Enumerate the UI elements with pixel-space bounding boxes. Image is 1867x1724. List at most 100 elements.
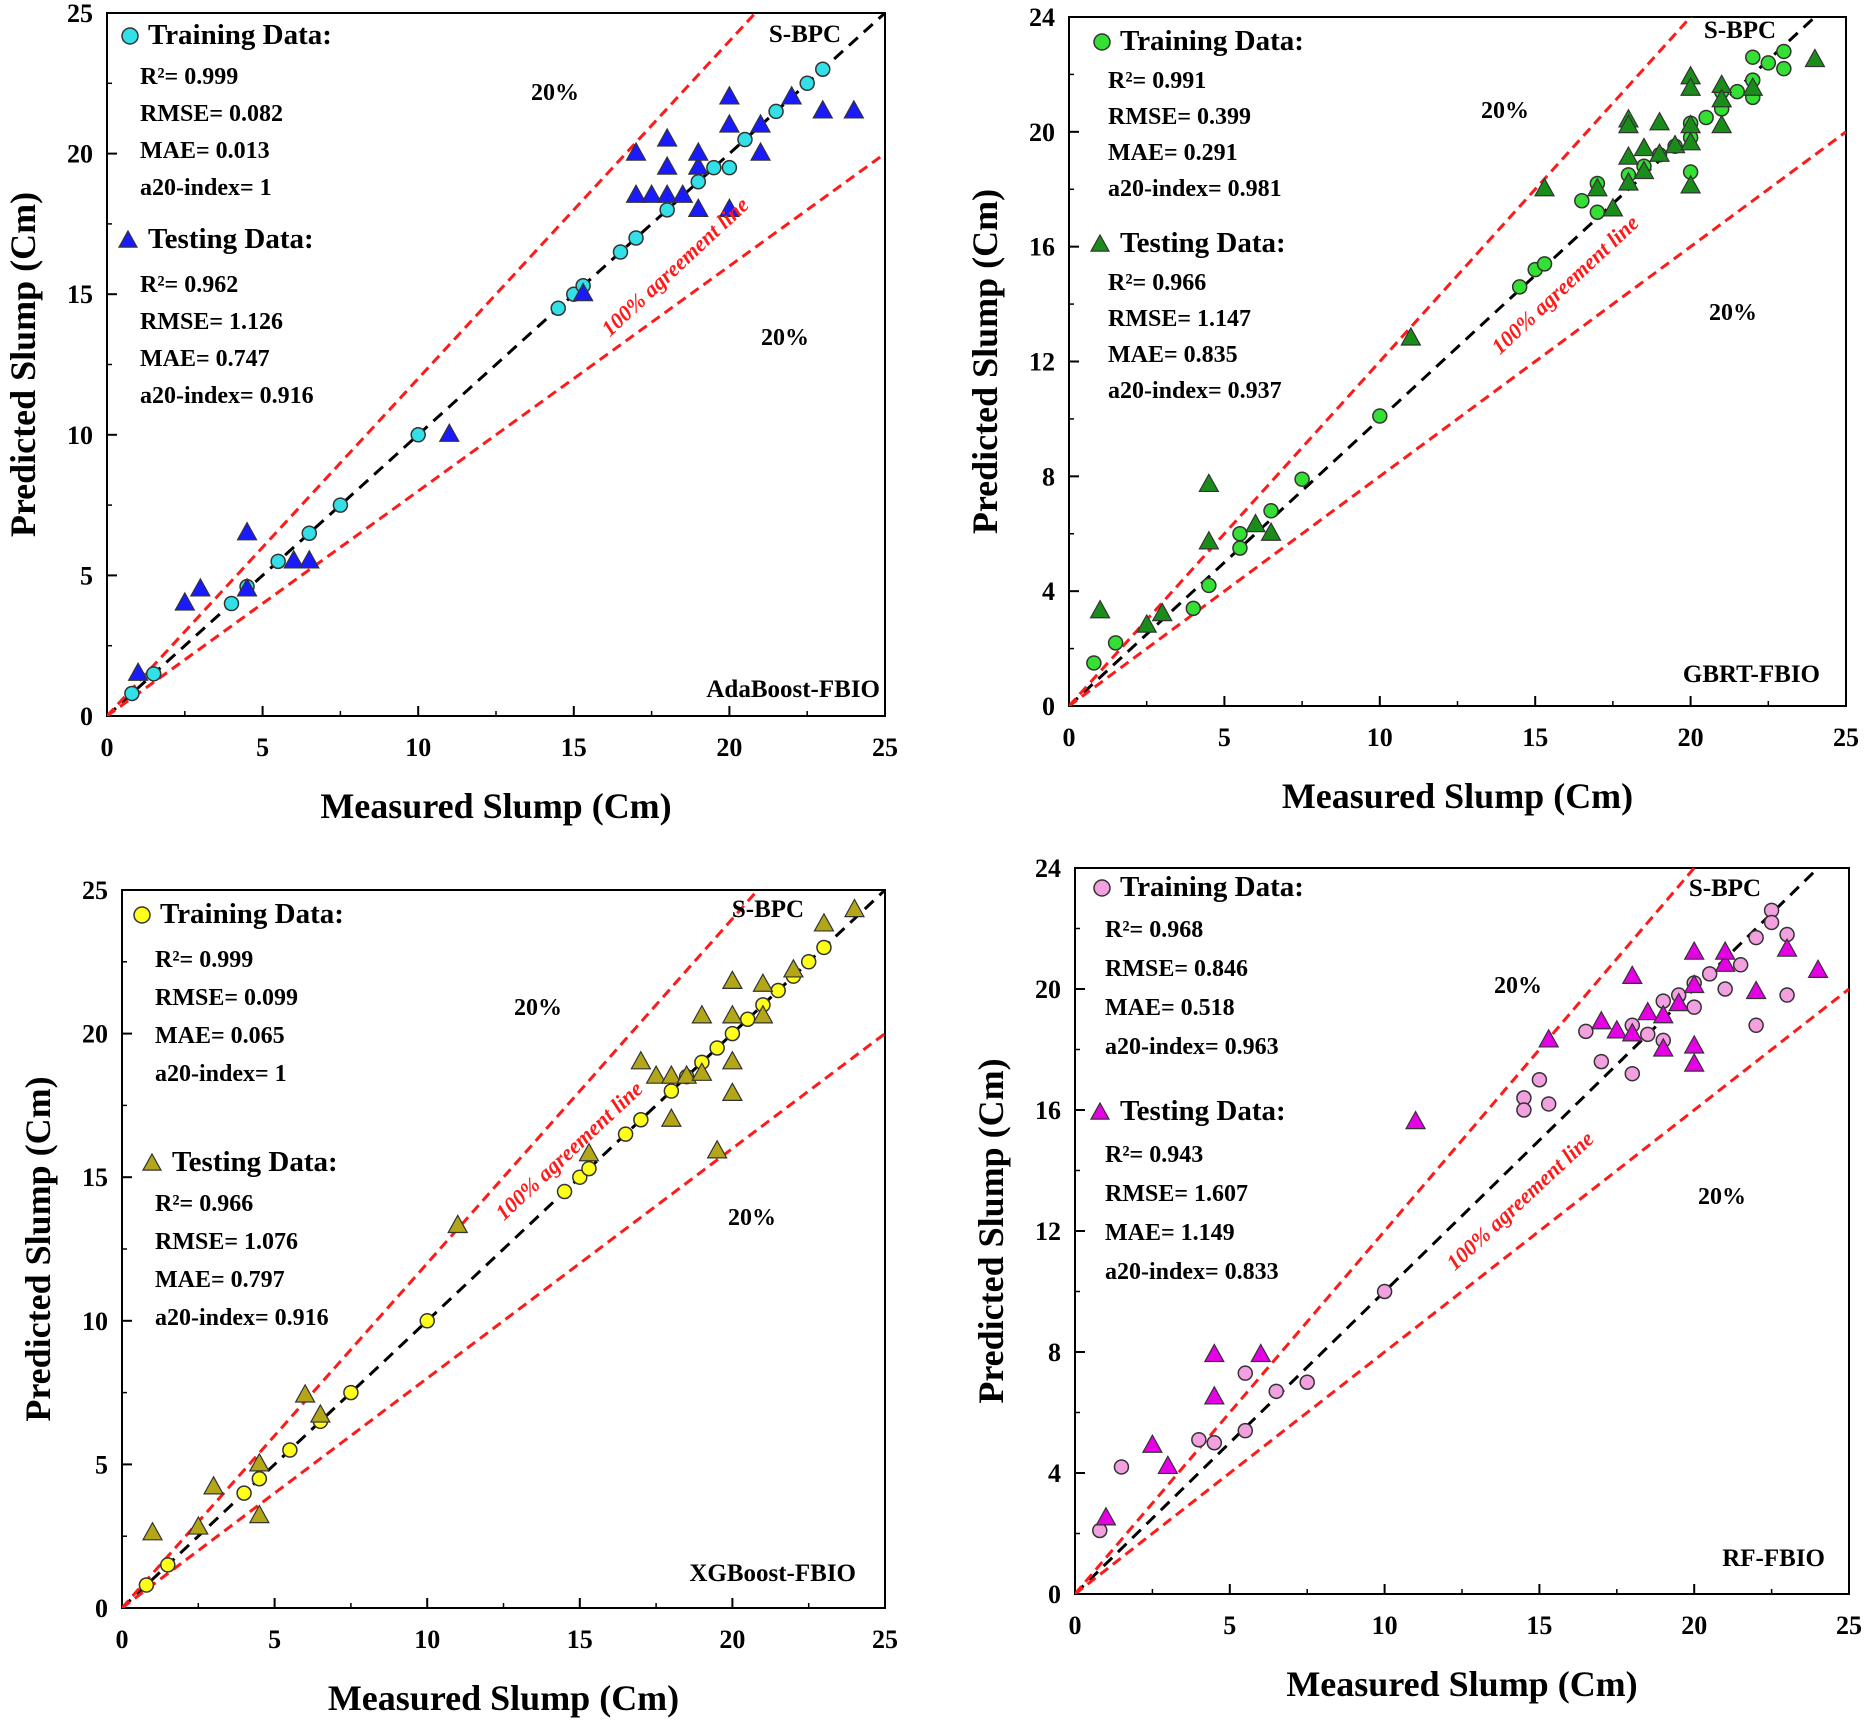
training-point [706,159,722,176]
training-point [1263,503,1279,519]
legend-testing-marker [1089,1101,1111,1120]
dataset-tag: S-BPC [1704,17,1776,44]
testing-point [578,1142,600,1162]
training-point [768,103,784,120]
training-point [1511,279,1528,295]
legend-training-marker [121,27,139,45]
training-point [160,1557,176,1573]
upper-band-label: 20% [531,80,579,106]
testing-stat: RMSE= 1.076 [155,1229,298,1255]
legend-testing-title: Testing Data: [148,223,314,255]
testing-point [1400,326,1422,346]
legend-testing-title: Testing Data: [172,1146,338,1178]
testing-point [1203,1385,1225,1405]
y-tick-label: 24 [1029,3,1055,32]
training-stat: RMSE= 0.399 [1108,104,1251,130]
y-tick-label: 0 [80,702,93,731]
testing-point [721,1004,743,1024]
x-tick-label: 0 [116,1625,129,1654]
training-point [1698,109,1714,126]
y-tick-label: 15 [82,1163,108,1192]
training-point [1232,540,1248,556]
training-point [343,1384,359,1401]
agreement-line-label: 100% agreement line [1486,210,1644,359]
testing-point [1157,1455,1179,1475]
testing-point [283,549,305,569]
testing-point [721,1082,743,1102]
legend-training-marker [133,906,151,924]
testing-point [236,521,258,541]
training-point [1092,1522,1108,1539]
training-point [1779,987,1795,1003]
dataset-tag: S-BPC [1689,875,1761,902]
training-point [1763,914,1780,931]
testing-point [248,1452,270,1472]
x-tick-label: 25 [872,1625,898,1654]
testing-point [1534,177,1556,197]
testing-point [1714,940,1736,960]
testing-stat: MAE= 0.835 [1108,342,1238,368]
y-tick-label: 12 [1029,348,1055,377]
training-stat: R²= 0.968 [1105,917,1203,943]
testing-point [691,1004,713,1024]
training-stat: a20-index= 0.981 [1108,176,1282,202]
testing-point [1590,1010,1612,1030]
testing-point [1633,137,1655,157]
testing-point [1680,174,1702,194]
legend-training-marker [1093,33,1111,51]
testing-point [1250,1343,1272,1363]
y-tick-label: 20 [82,1020,108,1049]
testing-point [1807,959,1829,978]
training-point [138,1577,155,1593]
testing-point [1649,111,1671,131]
training-stat: a20-index= 1 [155,1061,287,1087]
x-tick-label: 25 [1836,1611,1862,1640]
testing-point [752,1004,774,1024]
training-stat: RMSE= 0.082 [140,101,283,127]
testing-point [1683,940,1705,960]
x-tick-label: 10 [1372,1611,1398,1640]
testing-point [813,912,835,932]
training-point [1516,1102,1532,1118]
training-point [1113,1459,1130,1475]
training-point [1237,1422,1254,1439]
testing-point [572,282,594,302]
x-tick-label: 15 [561,733,587,762]
testing-point [187,1515,209,1535]
testing-point [656,155,678,175]
training-point [236,1485,252,1501]
testing-point [687,155,709,175]
testing-point [438,422,460,442]
testing-point [248,1504,270,1524]
lines-group [107,13,885,716]
testing-point [706,1139,728,1159]
testing-point [781,85,803,105]
testing-point [1711,88,1733,108]
panel-xgboost: 0 5 10 15 20 25 0 5 10 15 20 25 Measured Slump (Cm) P… [18,876,898,1718]
testing-point [1683,1034,1705,1054]
testing-stat: R²= 0.966 [155,1191,253,1217]
x-tick-label: 20 [1681,1611,1707,1640]
panel-gbrt: 0 5 10 15 20 25 0 4 8 12 16 20 24 Measured Slump (Cm)… [965,3,1859,816]
training-stat: R²= 0.999 [140,64,238,90]
testing-point [672,183,694,203]
training-point [737,131,753,148]
testing-point [142,1521,164,1541]
training-stat: a20-index= 1 [140,175,272,201]
training-stat: R²= 0.999 [155,947,253,973]
testing-point [1244,513,1266,533]
testing-point [1151,602,1173,622]
training-point [1299,1374,1315,1390]
testing-stat: R²= 0.943 [1105,1142,1203,1168]
training-point [612,244,629,260]
testing-point [1621,965,1643,984]
testing-point [660,1064,682,1084]
training-point [1717,981,1733,997]
y-tick-label: 0 [95,1594,108,1623]
testing-point [447,1214,469,1234]
training-point [301,525,318,541]
testing-point [236,577,258,597]
x-tick-label: 10 [414,1625,440,1654]
testing-point [1538,1028,1560,1048]
testing-point [1617,171,1639,191]
